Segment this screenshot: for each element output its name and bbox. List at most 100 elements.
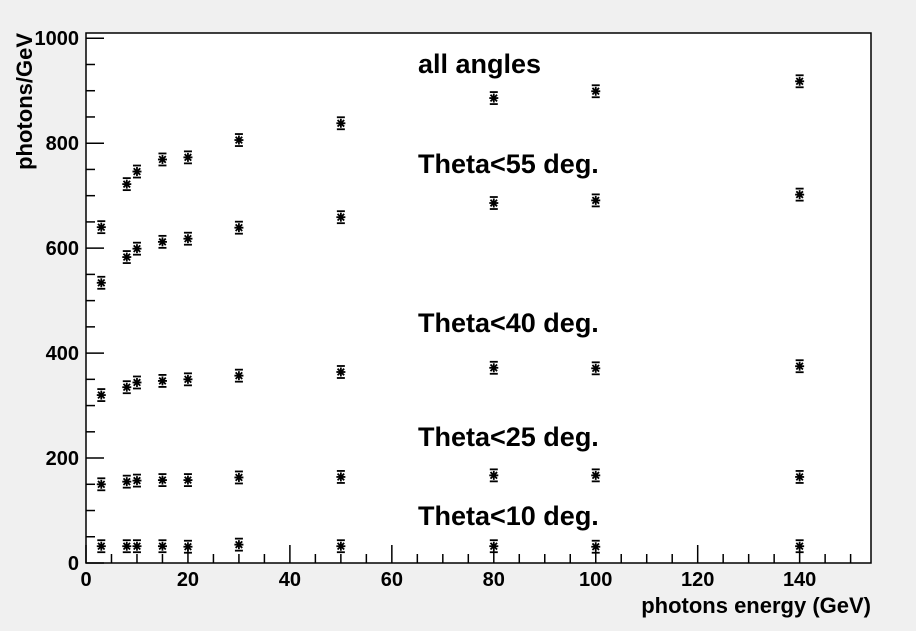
marker-stroke (122, 542, 131, 551)
data-point (122, 539, 132, 554)
marker-stroke (489, 199, 498, 207)
data-point (132, 473, 142, 488)
marker-stroke (234, 473, 243, 482)
data-point (234, 470, 244, 485)
marker-stroke (234, 371, 243, 380)
marker-stroke (97, 480, 106, 489)
data-point (122, 380, 132, 395)
data-point (96, 539, 106, 554)
x-tick-label: 80 (483, 569, 505, 591)
data-points (96, 74, 805, 554)
data-point (122, 474, 132, 489)
data-point (489, 360, 499, 375)
data-point (336, 539, 346, 554)
data-point (132, 539, 142, 554)
plot-frame (85, 32, 872, 564)
marker-stroke (133, 244, 141, 253)
data-point (157, 473, 167, 487)
marker-stroke (184, 476, 192, 485)
marker-stroke (489, 94, 498, 103)
marker-stroke (158, 155, 167, 164)
marker-stroke (795, 542, 804, 551)
data-point (591, 193, 601, 208)
data-point (122, 177, 132, 192)
data-point (489, 196, 499, 210)
data-point (591, 468, 601, 483)
data-point (157, 152, 167, 167)
data-point (795, 74, 805, 89)
data-point (234, 133, 244, 147)
y-tick-label: 400 (46, 343, 79, 365)
marker-stroke (184, 234, 192, 243)
data-point (336, 470, 346, 484)
x-tick-label: 140 (783, 569, 816, 591)
marker-stroke (336, 542, 345, 551)
marker-stroke (591, 542, 600, 551)
marker-stroke (591, 364, 600, 373)
data-point (183, 372, 193, 387)
marker-stroke (122, 383, 131, 392)
x-tick-label: 0 (80, 569, 91, 591)
data-point (234, 220, 244, 235)
data-point (132, 164, 142, 179)
y-tick-label: 200 (46, 448, 79, 470)
marker-stroke (591, 87, 600, 96)
marker-stroke (122, 180, 131, 189)
marker-stroke (158, 476, 167, 485)
data-point (183, 150, 193, 165)
marker-stroke (97, 542, 106, 551)
data-point (591, 84, 601, 99)
data-point (234, 537, 244, 552)
x-tick-label: 20 (177, 569, 199, 591)
data-point (157, 234, 167, 249)
series-label: Theta<10 deg. (418, 501, 599, 531)
data-point (132, 375, 142, 390)
data-point (122, 250, 132, 264)
data-point (132, 241, 142, 256)
marker-stroke (795, 77, 804, 86)
marker-stroke (158, 376, 167, 385)
data-point (96, 477, 106, 492)
annotations: all angles Theta<55 deg. Theta<40 deg. Thet… (418, 49, 599, 531)
data-point (591, 361, 601, 376)
data-point (96, 388, 106, 402)
data-point (183, 231, 193, 246)
marker-stroke (158, 542, 167, 551)
y-tick-label: 0 (68, 553, 79, 575)
y-tick-label: 600 (46, 238, 79, 260)
series-label: Theta<55 deg. (418, 149, 599, 179)
data-point (795, 359, 805, 374)
marker-stroke (97, 278, 106, 287)
marker-stroke (489, 542, 498, 551)
series-label: Theta<25 deg. (418, 422, 599, 452)
y-axis-title: photons/GeV (12, 33, 37, 170)
marker-stroke (122, 253, 131, 262)
marker-stroke (489, 363, 498, 372)
axes: 0 20 40 60 80 100 120 140 0 200 400 600 800 1000 (35, 28, 852, 591)
data-point (336, 210, 346, 225)
data-point (336, 365, 346, 379)
marker-stroke (336, 473, 345, 481)
marker-stroke (795, 362, 804, 371)
x-tick-label: 60 (381, 569, 403, 591)
data-point (795, 539, 805, 554)
series-label: all angles (418, 49, 541, 79)
data-point (489, 539, 499, 554)
x-tick-label: 100 (579, 569, 612, 591)
y-tick-label: 1000 (35, 28, 80, 50)
data-point (96, 275, 106, 290)
data-point (795, 470, 805, 484)
data-point (183, 473, 193, 487)
marker-stroke (234, 223, 243, 232)
data-point (591, 539, 601, 554)
marker-stroke (133, 378, 141, 387)
marker-stroke (234, 136, 243, 144)
data-point (96, 220, 106, 235)
marker-stroke (184, 375, 192, 384)
x-tick-label: 120 (681, 569, 714, 591)
marker-stroke (184, 542, 192, 551)
marker-stroke (336, 119, 345, 128)
data-point (489, 468, 499, 483)
data-point (234, 368, 244, 383)
